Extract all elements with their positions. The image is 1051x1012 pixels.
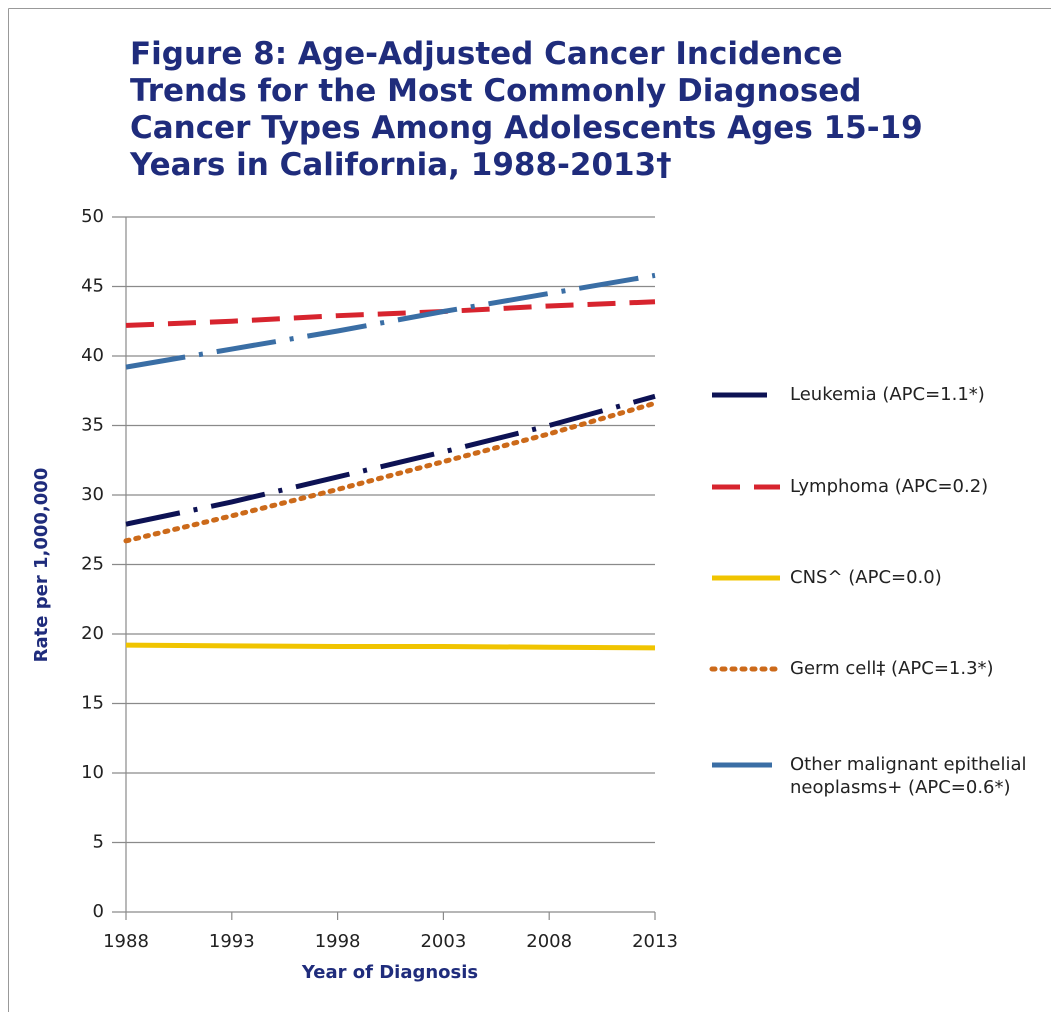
y-tick-label: 10 [81,762,104,783]
legend-label: Germ cell‡ (APC=1.3*) [790,658,994,679]
series-line [125,642,656,651]
series-line [125,393,656,527]
y-tick-label: 45 [81,276,104,297]
legend-label: Lymphoma (APC=0.2) [790,476,989,497]
x-tick-label: 2013 [632,931,678,952]
x-tick-label: 2008 [526,931,572,952]
y-tick-label: 0 [93,901,104,922]
x-tick-label: 1988 [103,931,149,952]
series-line [123,400,658,544]
y-tick-label: 30 [81,484,104,505]
y-tick-label: 35 [81,415,104,436]
y-tick-label: 5 [93,832,104,853]
legend-label: Other malignant epithelial neoplasms+ (A… [790,754,1027,798]
x-tick-label: 2003 [420,931,466,952]
x-tick-label: 1993 [209,931,255,952]
x-tick-label: 1998 [315,931,361,952]
y-tick-label: 25 [81,554,104,575]
y-axis-title: Rate per 1,000,000 [31,468,52,663]
legend-label: CNS^ (APC=0.0) [790,567,942,588]
legend-label: Leukemia (APC=1.1*) [790,384,985,405]
y-tick-label: 15 [81,693,104,714]
series-line [125,272,656,370]
y-tick-label: 20 [81,623,104,644]
x-axis-title: Year of Diagnosis [301,962,478,983]
series-line [125,299,656,328]
chart-title: Figure 8: Age-Adjusted Cancer Incidence … [130,36,923,183]
y-tick-label: 40 [81,345,104,366]
y-tick-label: 50 [81,206,104,227]
